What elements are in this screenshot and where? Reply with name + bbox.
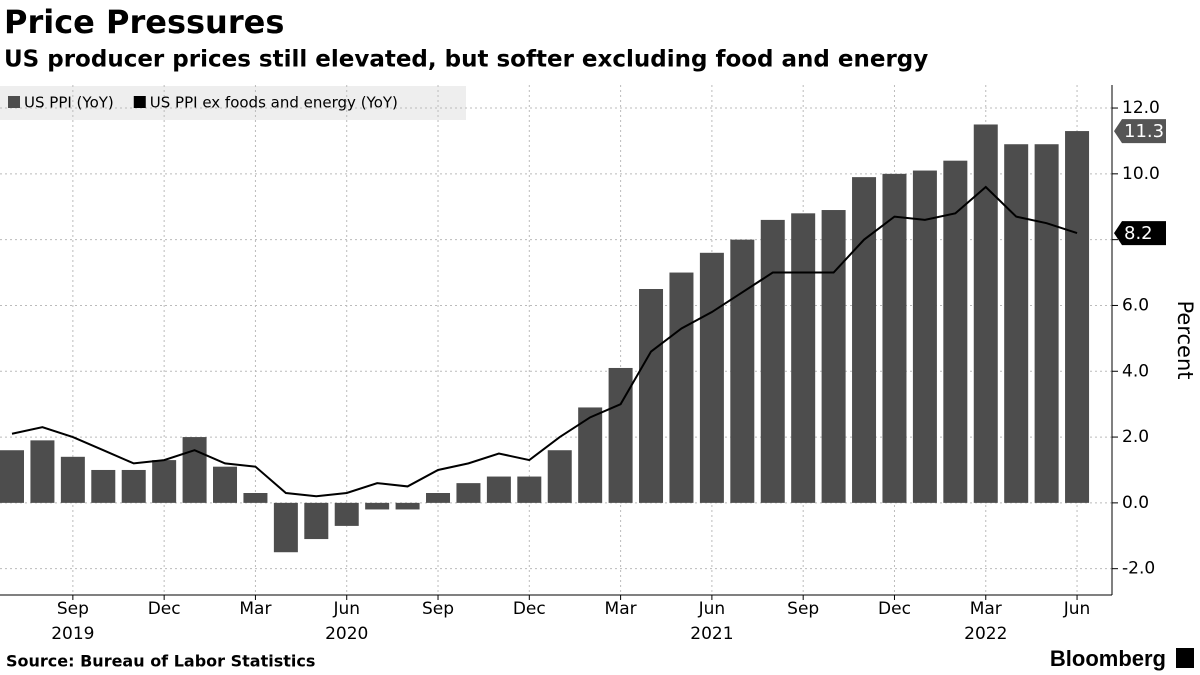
bar	[152, 460, 177, 503]
legend-label: US PPI ex foods and energy (YoY)	[150, 94, 398, 112]
value-label-box	[1114, 119, 1166, 144]
bar	[456, 483, 481, 503]
bar	[182, 437, 207, 503]
bar	[395, 502, 420, 510]
source: Source: Bureau of Labor Statistics	[6, 652, 315, 671]
x-tick-label: Dec	[148, 599, 181, 619]
bar	[304, 502, 329, 540]
x-year-label: 2021	[690, 624, 733, 644]
x-tick-label: Sep	[787, 599, 819, 619]
bar	[91, 469, 116, 503]
bar	[791, 213, 816, 503]
x-year-label: 2020	[325, 624, 368, 644]
x-tick-label: Mar	[970, 599, 1002, 619]
x-tick-label: Sep	[57, 599, 89, 619]
y-axis-label: Percent	[1173, 300, 1197, 379]
legend-label: US PPI (YoY)	[24, 94, 114, 112]
legend-box	[0, 86, 466, 120]
bar	[1034, 144, 1059, 503]
x-tick-label: Dec	[513, 599, 546, 619]
bar	[639, 289, 664, 503]
bar	[882, 173, 907, 503]
x-tick-label: Mar	[239, 599, 271, 619]
value-label: 8.2	[1124, 223, 1153, 244]
bar	[213, 466, 238, 503]
value-label-box	[1114, 221, 1166, 246]
bar	[1065, 131, 1090, 503]
bar	[243, 493, 268, 503]
x-tick-label: Jun	[698, 599, 726, 619]
x-tick-label: Jun	[332, 599, 360, 619]
bar	[760, 219, 785, 503]
bar	[365, 502, 390, 510]
brand: Bloomberg	[1050, 646, 1166, 671]
bar	[517, 476, 542, 503]
bar	[30, 440, 55, 503]
line	[11, 185, 1078, 498]
y-tick-label: 10.0	[1122, 164, 1160, 184]
value-label: 11.3	[1124, 121, 1164, 142]
bar	[60, 456, 85, 503]
y-tick-label: 2.0	[1122, 427, 1149, 447]
bar	[426, 493, 451, 503]
chart-title: Price Pressures	[4, 3, 284, 41]
bar	[973, 124, 998, 503]
bar	[0, 450, 24, 503]
bar	[912, 170, 937, 503]
bar	[852, 177, 877, 503]
legend-swatch	[133, 96, 146, 108]
y-tick-label: 12.0	[1122, 98, 1160, 118]
y-tick-label: 0.0	[1122, 493, 1149, 513]
x-tick-label: Sep	[422, 599, 454, 619]
y-tick-label: -2.0	[1122, 559, 1155, 579]
bar	[1004, 144, 1029, 503]
x-year-label: 2019	[51, 624, 94, 644]
bar	[121, 469, 146, 503]
brand-icon	[1176, 648, 1194, 668]
x-tick-label: Mar	[605, 599, 637, 619]
bar	[943, 160, 968, 503]
bar	[730, 239, 755, 503]
bar	[486, 476, 511, 503]
x-tick-label: Dec	[878, 599, 911, 619]
y-tick-label: 4.0	[1122, 361, 1149, 381]
bar	[669, 272, 694, 503]
x-year-label: 2022	[964, 624, 1007, 644]
bar	[334, 502, 359, 526]
legend-swatch	[8, 96, 20, 108]
bar	[547, 450, 572, 503]
bar	[821, 210, 846, 503]
x-tick-label: Jun	[1063, 599, 1091, 619]
chart-subtitle: US producer prices still elevated, but s…	[4, 47, 928, 73]
y-tick-label: 6.0	[1122, 295, 1149, 315]
bar	[699, 252, 724, 503]
bar	[273, 502, 298, 553]
